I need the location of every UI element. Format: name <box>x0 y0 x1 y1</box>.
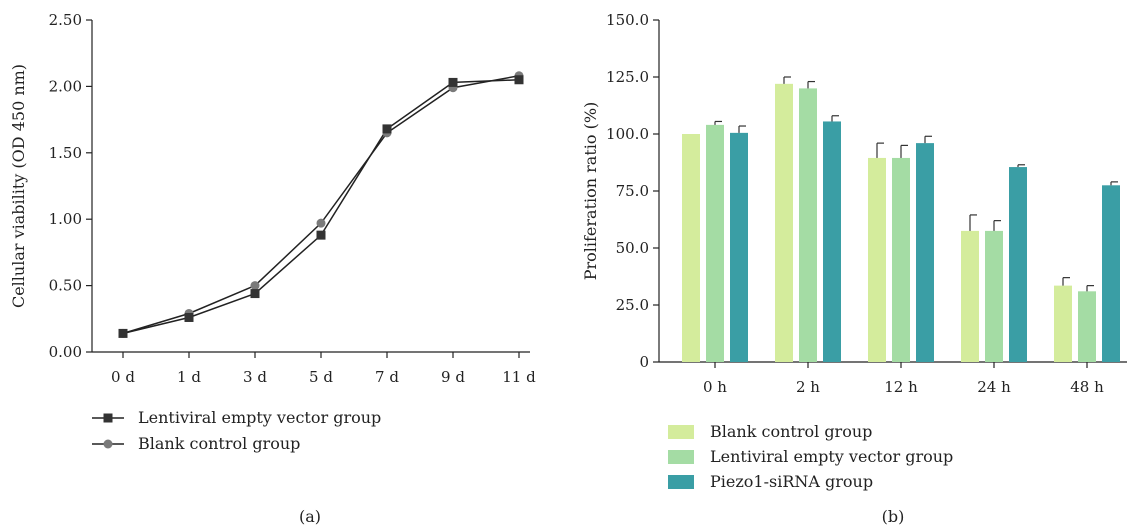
legend-label: Blank control group <box>710 422 872 441</box>
bar-2 <box>706 124 724 362</box>
legend-swatch <box>668 475 694 489</box>
legend-label: Blank control group <box>138 434 300 453</box>
x-tick-label: 48 h <box>1070 378 1104 396</box>
y-tick-label: 75.0 <box>616 182 649 200</box>
bar-1 <box>1054 285 1072 362</box>
y-tick-label: 25.0 <box>616 296 649 314</box>
bar-2 <box>892 157 910 362</box>
data-point-square <box>184 312 194 322</box>
bar-3 <box>823 121 841 363</box>
x-tick-label: 3 d <box>243 368 267 386</box>
legend-label: Lentiviral empty vector group <box>710 447 953 466</box>
legend-marker-circle <box>103 439 113 449</box>
x-tick-label: 1 d <box>177 368 201 386</box>
bar-3 <box>730 132 748 362</box>
bar-3 <box>916 143 934 362</box>
bar-chart-panel: 0 25.0 50.0 75.0 100.0 125.0 150.0 0 h 2 h 12 h 24… <box>581 11 1127 526</box>
bar-3 <box>1009 167 1027 362</box>
legend-swatch <box>668 450 694 464</box>
x-tick-label: 9 d <box>441 368 465 386</box>
data-point-square <box>382 124 392 134</box>
data-point-circle <box>316 218 326 228</box>
legend-marker-square <box>103 413 113 423</box>
panel-label-b: (b) <box>882 507 905 526</box>
series-line-2 <box>122 75 520 335</box>
data-point-square <box>118 328 128 338</box>
y-tick-label: 0.00 <box>49 343 82 361</box>
x-tick-label: 12 h <box>884 378 918 396</box>
data-point-square <box>448 77 458 87</box>
x-tick-label: 2 h <box>796 378 820 396</box>
x-tick-label: 5 d <box>309 368 333 386</box>
y-tick-label: 100.0 <box>606 125 649 143</box>
bar-1 <box>868 157 886 362</box>
legend-swatch <box>668 425 694 439</box>
data-point-circle <box>250 281 260 291</box>
y-tick-label: 2.00 <box>49 77 82 95</box>
x-tick-label: 24 h <box>977 378 1011 396</box>
bar-2 <box>985 230 1003 362</box>
x-tick-label: 7 d <box>375 368 399 386</box>
bar-2 <box>1078 291 1096 362</box>
y-tick-label: 150.0 <box>606 11 649 29</box>
y-tick-label: 1.50 <box>49 144 82 162</box>
y-tick-label: 0 <box>639 353 649 371</box>
x-tick-label: 0 d <box>111 368 135 386</box>
panel-label-a: (a) <box>299 507 321 526</box>
x-tick-label: 11 d <box>502 368 536 386</box>
x-tick-label: 0 h <box>703 378 727 396</box>
legend-label: Piezo1-siRNA group <box>710 472 873 491</box>
y-axis-title: Proliferation ratio (%) <box>581 102 600 281</box>
bar-3 <box>1102 185 1120 362</box>
bar-1 <box>775 83 793 362</box>
y-tick-label: 2.50 <box>49 11 82 29</box>
series-line-1 <box>122 79 520 335</box>
data-point-square <box>316 230 326 240</box>
y-tick-label: 50.0 <box>616 239 649 257</box>
bar-2 <box>799 88 817 363</box>
legend-label: Lentiviral empty vector group <box>138 408 381 427</box>
data-point-square <box>514 75 524 85</box>
bar-1 <box>961 230 979 362</box>
y-tick-label: 125.0 <box>606 68 649 86</box>
line-chart-panel: 0.00 0.50 1.00 1.50 2.00 2.50 0 d 1 d 3 d 5 d 7 d 9… <box>9 11 536 526</box>
data-point-square <box>250 289 260 299</box>
y-tick-label: 0.50 <box>49 277 82 295</box>
bar-1 <box>682 134 700 362</box>
y-axis-title: Cellular viability (OD 450 nm) <box>9 64 28 308</box>
y-tick-label: 1.00 <box>49 210 82 228</box>
